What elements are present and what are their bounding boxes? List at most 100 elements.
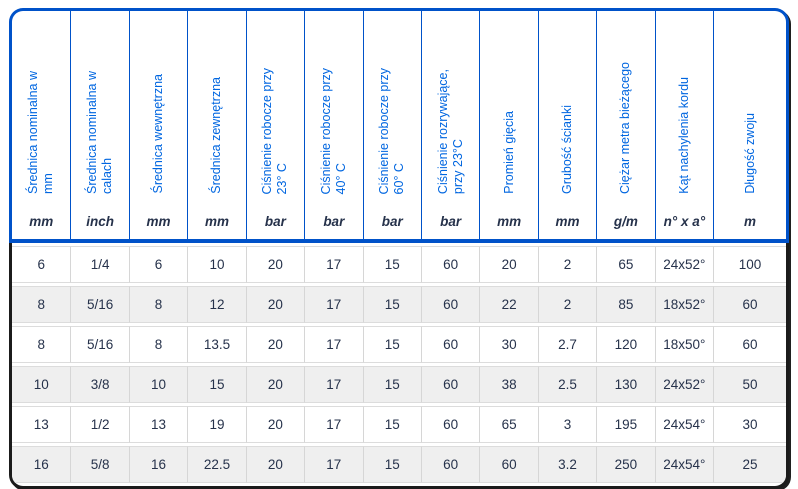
- table-cell: 60: [420, 446, 480, 483]
- column-unit: g/m: [596, 207, 654, 239]
- column-unit: m: [713, 207, 786, 239]
- column-header-label: Średnica wewnętrzna: [151, 74, 166, 194]
- table-cell: 25: [713, 446, 786, 483]
- table-cell: 15: [362, 406, 421, 443]
- table-cell: 8: [128, 326, 188, 363]
- column-label-row: Średnica nominalna w mm Średnica nominaln…: [12, 11, 786, 207]
- table-cell: 17: [304, 246, 363, 283]
- column-unit: bar: [304, 207, 362, 239]
- table-cell: 20: [479, 246, 538, 283]
- table-cell: 1/2: [70, 406, 129, 443]
- table-cell: 60: [713, 286, 786, 323]
- table-cell: 18x52°: [654, 286, 714, 323]
- table-cell: 30: [713, 406, 786, 443]
- table-cell: 15: [362, 446, 421, 483]
- column-unit: mm: [187, 207, 245, 239]
- table-cell: 8: [12, 326, 71, 363]
- table-row: 10 3/8 10 15 20 17 15 60 38 2.5 130 24x52° 50: [12, 366, 786, 403]
- column-header-cell: Średnica zewnętrzna: [187, 11, 245, 207]
- column-unit: bar: [245, 207, 304, 239]
- table-cell: 8: [128, 286, 188, 323]
- column-header-cell: Ciśnienie robocze przy 40° C: [304, 11, 362, 207]
- table-cell: 5/8: [70, 446, 129, 483]
- column-header-label: Długość zwoju: [742, 113, 757, 194]
- column-unit: mm: [29, 214, 54, 229]
- table-cell: 250: [596, 446, 655, 483]
- table-cell: 5/16: [70, 286, 129, 323]
- table-cell: 24x52°: [654, 246, 714, 283]
- table-cell: 13: [12, 406, 71, 443]
- table-cell: 38: [479, 366, 538, 403]
- data-table: 6 1/4 6 10 20 17 15 60 20 2 65 24x52° 100 8 5/16 8 12 20 1…: [12, 243, 786, 486]
- table-row: 16 5/8 16 22.5 20 17 15 60 60 3.2 250 24x54° 25: [12, 446, 786, 483]
- table-header-section: Średnica nominalna w mm Średnica nominaln…: [9, 8, 789, 243]
- column-unit: n° x a°: [654, 207, 713, 239]
- column-header-cell: Długość zwoju: [713, 11, 786, 207]
- column-header-label: Średnica nominalna w calach: [85, 71, 115, 194]
- column-header-cell: Kąt nachylenia kordu: [654, 11, 713, 207]
- table-cell: 15: [362, 246, 421, 283]
- table-data-section: 6 1/4 6 10 20 17 15 60 20 2 65 24x52° 100 8 5/16 8 12 20 1…: [9, 243, 789, 489]
- column-unit: mm: [479, 207, 537, 239]
- table-cell: 15: [362, 326, 421, 363]
- table-row: 8 5/16 8 12 20 17 15 60 22 2 85 18x52° 60: [12, 286, 786, 323]
- column-header-label: Średnica nominalna w mm: [26, 71, 56, 194]
- table-cell: 60: [420, 406, 480, 443]
- table-cell: 20: [245, 326, 305, 363]
- column-unit: mm: [537, 207, 596, 239]
- table-cell: 2.7: [537, 326, 597, 363]
- table-cell: 60: [713, 326, 786, 363]
- column-unit: inch: [70, 207, 128, 239]
- table-cell: 6: [128, 246, 188, 283]
- table-cell: 17: [304, 406, 363, 443]
- table-cell: 6: [12, 246, 71, 283]
- table-cell: 19: [187, 406, 246, 443]
- column-header-label: Ciśnienie robocze przy 40° C: [318, 67, 348, 194]
- table-cell: 13: [128, 406, 188, 443]
- column-unit: bar: [420, 207, 479, 239]
- table-cell: 10: [187, 246, 246, 283]
- table-cell: 2: [537, 286, 597, 323]
- table-cell: 8: [12, 286, 71, 323]
- column-header-label: Kąt nachylenia kordu: [676, 77, 691, 194]
- table-cell: 20: [245, 286, 305, 323]
- table-cell: 60: [479, 446, 538, 483]
- table-cell: 65: [479, 406, 538, 443]
- table-cell: 15: [362, 366, 421, 403]
- column-header-label: Grubość ścianki: [560, 105, 574, 194]
- table-cell: 24x54°: [654, 406, 714, 443]
- table-cell: 24x54°: [654, 446, 714, 483]
- column-header-label: Ciężar metra bieżącego: [618, 61, 633, 194]
- table-cell: 22: [479, 286, 538, 323]
- table-cell: 13.5: [187, 326, 246, 363]
- column-header-cell: Średnica nominalna w mm: [12, 11, 70, 207]
- table-cell: 85: [596, 286, 655, 323]
- table-cell: 17: [304, 446, 363, 483]
- column-header-cell: Średnica nominalna w calach: [70, 11, 128, 207]
- table-cell: 16: [128, 446, 188, 483]
- table-cell: 3.2: [537, 446, 597, 483]
- data-body: 6 1/4 6 10 20 17 15 60 20 2 65 24x52° 100 8 5/16 8 12 20 1…: [12, 246, 786, 483]
- table-row: 8 5/16 8 13.5 20 17 15 60 30 2.7 120 18x50° 60: [12, 326, 786, 363]
- column-header-label: Promień gięcia: [501, 111, 516, 194]
- table-cell: 15: [362, 286, 421, 323]
- table-cell: 20: [245, 366, 305, 403]
- table-cell: 60: [420, 246, 480, 283]
- column-header-cell: Ciężar metra bieżącego: [596, 11, 654, 207]
- column-header-cell: Ciśnienie robocze przy 23° C: [245, 11, 304, 207]
- table-cell: 3: [537, 406, 597, 443]
- table-cell: 10: [128, 366, 188, 403]
- table-row: 6 1/4 6 10 20 17 15 60 20 2 65 24x52° 100: [12, 246, 786, 283]
- column-header-label: Ciśnienie robocze przy 23° C: [260, 67, 290, 194]
- table-cell: 60: [420, 366, 480, 403]
- table-cell: 10: [12, 366, 71, 403]
- table-cell: 120: [596, 326, 655, 363]
- table-cell: 15: [187, 366, 246, 403]
- table-cell: 17: [304, 286, 363, 323]
- column-unit-row: mm inch mm mm bar bar bar bar mm mm g/m n° x a° m: [12, 207, 786, 239]
- table-cell: 2.5: [537, 366, 597, 403]
- table-cell: 3/8: [70, 366, 129, 403]
- table-cell: 20: [245, 446, 305, 483]
- table-cell: 130: [596, 366, 655, 403]
- table-cell: 100: [713, 246, 786, 283]
